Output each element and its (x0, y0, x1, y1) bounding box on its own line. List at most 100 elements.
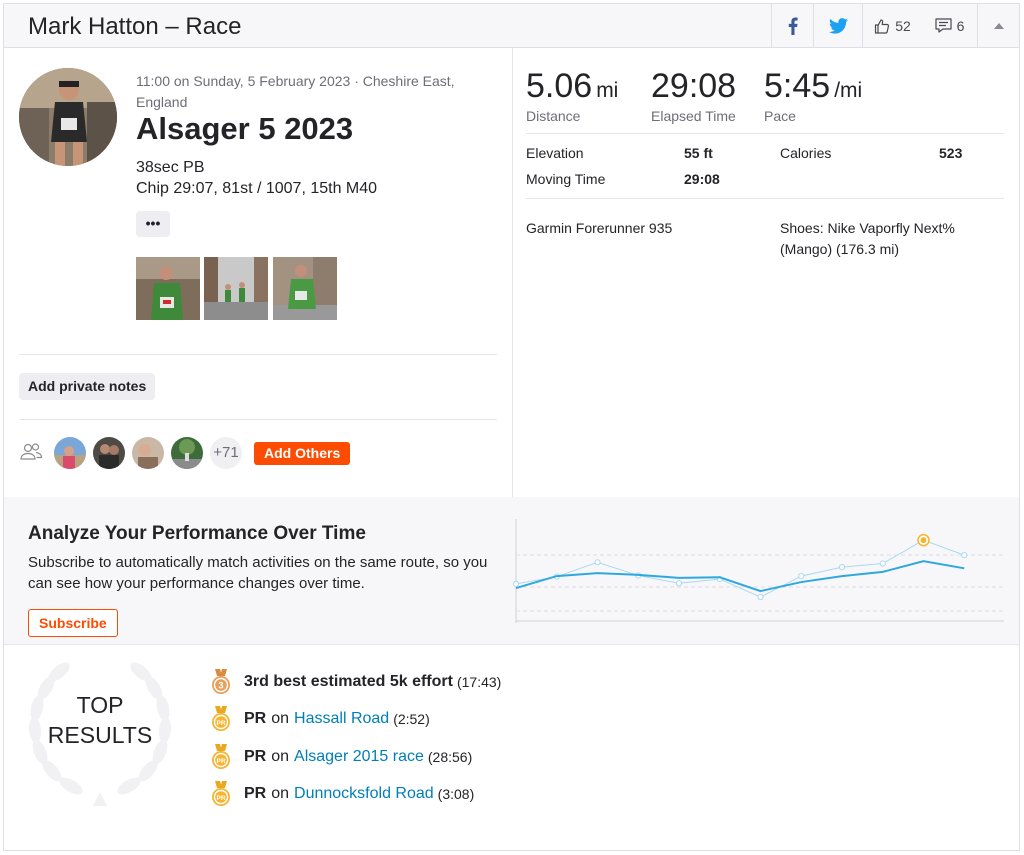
group-member-avatar[interactable] (93, 437, 125, 469)
pace-unit: /mi (834, 79, 863, 102)
result-time: (28:56) (427, 749, 473, 765)
distance-value: 5.06 (526, 67, 593, 105)
race-photo (273, 257, 337, 320)
twitter-share-button[interactable] (813, 4, 862, 47)
kudos-count: 52 (895, 17, 911, 34)
activity-photo[interactable] (204, 257, 268, 320)
svg-text:PR: PR (216, 720, 225, 727)
pr-medal-icon: PR (212, 744, 230, 769)
caret-up-icon (993, 22, 1004, 29)
race-photo (204, 257, 268, 320)
device-name: Garmin Forerunner 935 (526, 220, 673, 236)
elapsed-time-value: 29:08 (651, 67, 737, 105)
add-private-notes-button[interactable]: Add private notes (19, 373, 156, 400)
facebook-share-button[interactable] (771, 4, 813, 47)
top-results-label: TOP RESULTS (46, 690, 154, 750)
member-photo (132, 437, 164, 469)
pr-medal-icon: PR (212, 781, 230, 806)
segment-link-dunnocksfold-road[interactable]: Dunnocksfold Road (294, 785, 434, 802)
chart-point (675, 580, 683, 587)
elevation-value: 55 ft (684, 145, 713, 161)
collapse-button[interactable] (977, 4, 1019, 47)
subscribe-button[interactable]: Subscribe (28, 609, 118, 637)
chart-point (757, 593, 764, 601)
pr-medal-icon: PR (212, 706, 230, 731)
member-photo (54, 437, 86, 469)
column-divider (512, 48, 513, 497)
activity-datetime-location: 11:00 on Sunday, 5 February 2023 · Chesh… (136, 73, 455, 110)
distance-unit: mi (596, 79, 619, 102)
top-results-line: RESULTS (47, 722, 153, 748)
others-count[interactable]: +71 (210, 437, 242, 469)
result-title: PR (244, 748, 267, 765)
member-photo (93, 437, 125, 469)
thumbs-up-icon (875, 18, 890, 34)
laurel-wreath-icon (28, 662, 172, 806)
bronze-medal-icon: 3 (212, 669, 230, 694)
elevation-label: Elevation (526, 145, 584, 161)
chart-series-line-secondary (515, 539, 965, 598)
comments-count: 6 (956, 17, 965, 34)
result-title: PR (244, 785, 267, 802)
result-time: (2:52) (393, 711, 430, 727)
activity-card: Mark Hatton – Race 52 6 (3, 3, 1020, 851)
add-others-button[interactable]: Add Others (254, 442, 351, 465)
top-results-line: TOP (76, 692, 124, 718)
member-photo (171, 437, 203, 469)
comments-button[interactable]: 6 (922, 4, 977, 47)
result-connector: on (271, 785, 290, 802)
chart-point (798, 572, 805, 580)
twitter-icon (828, 17, 848, 34)
result-time: (3:08) (437, 786, 475, 802)
chart-point (879, 560, 886, 567)
chart-point (594, 559, 601, 566)
top-result-item: PR PR on Dunnocksfold Road (3:08) (210, 781, 474, 807)
chart-highlight-point (920, 537, 927, 544)
performance-chart (512, 519, 1004, 623)
distance-label: Distance (526, 108, 581, 124)
comment-icon (934, 18, 952, 33)
segment-link-alsager-2015-race[interactable]: Alsager 2015 race (294, 748, 424, 765)
shoes-info: Shoes: Nike Vaporfly Next% (Mango) (176.… (780, 220, 955, 257)
activity-description: 38sec PB Chip 29:07, 81st / 1007, 15th M… (136, 157, 377, 199)
svg-text:PR: PR (216, 795, 225, 802)
calories-value: 523 (939, 145, 963, 161)
chart-series-line-primary (515, 560, 965, 593)
divider (19, 354, 497, 355)
more-options-button[interactable]: ••• (136, 211, 170, 237)
moving-time-label: Moving Time (526, 171, 606, 187)
analyze-performance-section: Analyze Your Performance Over Time Subsc… (4, 497, 1019, 645)
kudos-button[interactable]: 52 (862, 4, 922, 47)
facebook-icon (788, 17, 798, 35)
activity-title: Alsager 5 2023 (136, 111, 354, 146)
divider (526, 133, 1004, 134)
activity-header: Mark Hatton – Race 52 6 (4, 4, 1019, 48)
page-title: Mark Hatton – Race (28, 13, 242, 40)
divider (526, 198, 1004, 199)
pace-value: 5:45 (764, 67, 831, 105)
analyze-text: Subscribe to automatically match activit… (28, 554, 488, 592)
result-title: 3rd best estimated 5k effort (244, 673, 453, 690)
calories-label: Calories (780, 145, 832, 161)
result-title: PR (244, 710, 267, 727)
group-member-avatar[interactable] (132, 437, 164, 469)
pace-stat: 5:45/mi Pace (764, 66, 862, 124)
race-photo (136, 257, 200, 320)
segment-link-hassall-road[interactable]: Hassall Road (294, 710, 390, 727)
divider (19, 419, 497, 420)
analyze-heading: Analyze Your Performance Over Time (28, 523, 366, 544)
top-result-item: PR PR on Alsager 2015 race (28:56) (210, 744, 472, 770)
moving-time-value: 29:08 (684, 171, 720, 187)
athlete-avatar[interactable] (19, 68, 117, 166)
description-line: Chip 29:07, 81st / 1007, 15th M40 (136, 180, 378, 197)
top-result-item: PR PR on Hassall Road (2:52) (210, 706, 430, 732)
pace-label: Pace (764, 108, 796, 124)
result-connector: on (271, 710, 290, 727)
chart-point (838, 564, 846, 571)
chart-point (512, 580, 520, 587)
group-member-avatar[interactable] (54, 437, 86, 469)
svg-text:PR: PR (216, 758, 225, 765)
group-member-avatar[interactable] (171, 437, 203, 469)
activity-photo[interactable] (136, 257, 200, 320)
activity-photo[interactable] (273, 257, 337, 320)
